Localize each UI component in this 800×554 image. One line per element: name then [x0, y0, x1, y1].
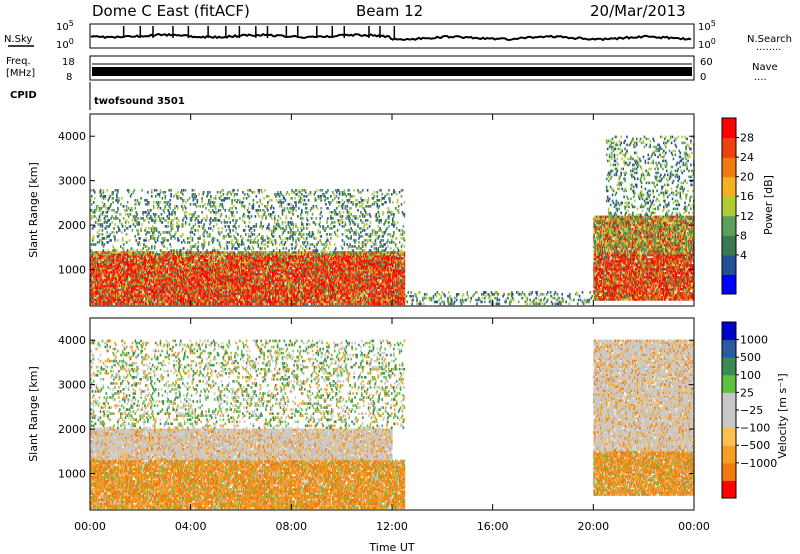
- freq-label-top: Freq.: [6, 56, 31, 67]
- nsearch-marker: ........: [756, 42, 781, 53]
- freq-tick-top: 18: [62, 57, 75, 68]
- heatmap-cell: [100, 251, 102, 254]
- nave-tick-top: 60: [700, 57, 713, 68]
- date-title: 20/Mar/2013: [590, 2, 686, 20]
- freq-tick-bottom: 8: [66, 72, 72, 83]
- station-title: Dome C East (fitACF): [92, 2, 250, 20]
- nave-marker: ....: [754, 72, 767, 83]
- freq-label-bottom: [MHz]: [6, 68, 35, 79]
- noise-tick-bottom-right: 100: [698, 37, 716, 51]
- beam-title: Beam 12: [356, 2, 423, 20]
- noise-tick-top-right: 105: [698, 19, 716, 33]
- nave-tick-bottom: 0: [700, 72, 706, 83]
- freq-panel: 18 8 60 0 Freq. [MHz] Nave ....: [6, 56, 778, 83]
- cpid-value: twofsound 3501: [94, 96, 185, 107]
- noise-tick-bottom-left: 100: [56, 37, 74, 51]
- noise-tick-top-left: 105: [56, 19, 74, 33]
- cpid-label: CPID: [10, 90, 37, 101]
- heatmap-cell: [98, 251, 100, 254]
- noise-panel: 105 100 105 100 N.Sky N.Search ........: [4, 19, 792, 53]
- nsky-label: N.Sky: [4, 34, 32, 45]
- cpid-row: CPID twofsound 3501: [10, 82, 185, 110]
- figure: Dome C East (fitACF) Beam 12 20/Mar/2013…: [0, 0, 800, 554]
- heatmap-cell: [102, 277, 104, 280]
- freq-band: [92, 67, 692, 76]
